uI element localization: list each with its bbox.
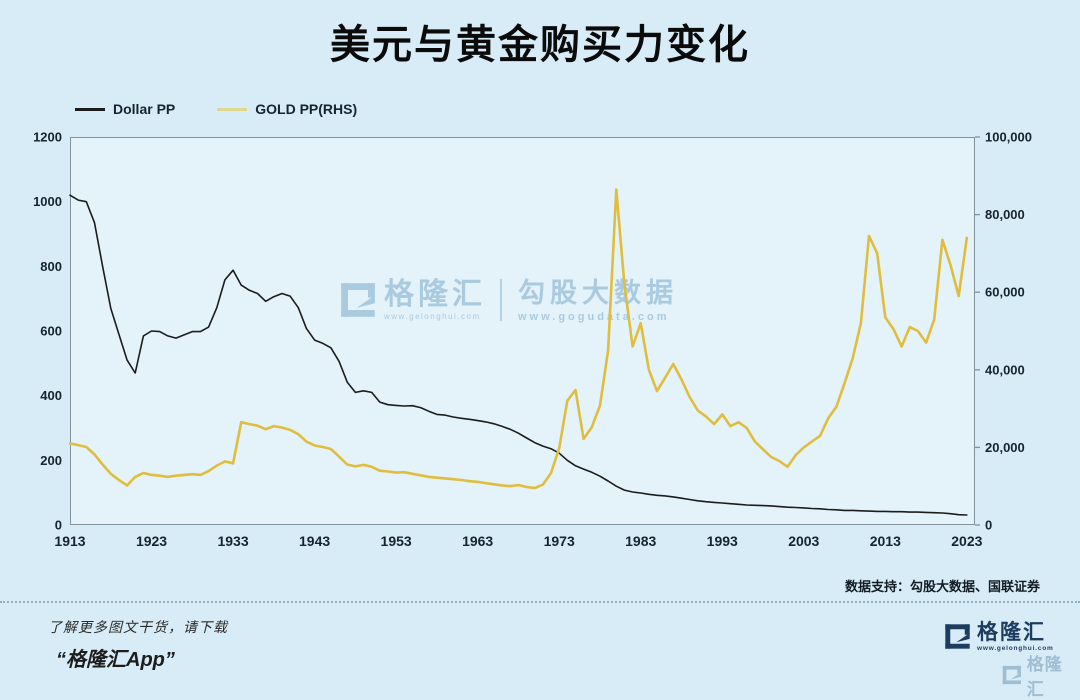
x-axis-tick-label: 1963 <box>462 533 493 549</box>
x-axis-tick-label: 2013 <box>870 533 901 549</box>
x-axis-tick-label: 1923 <box>136 533 167 549</box>
footer-divider <box>0 601 1080 603</box>
plot-area <box>70 137 975 525</box>
x-axis-tick-label: 1973 <box>544 533 575 549</box>
watermark-partner-url: www.gogudata.com <box>518 310 670 323</box>
right-axis-tick-label: 20,000 <box>985 440 1025 455</box>
footer-promo: 了解更多图文干货，请下载 “格隆汇App” <box>48 617 228 672</box>
x-axis-tick-label: 1953 <box>381 533 412 549</box>
gold-line-swatch-icon <box>217 107 248 111</box>
left-axis-tick-label: 0 <box>55 518 62 533</box>
logo-url-text: www.gelonghui.com <box>977 645 1054 652</box>
logo-ghost-text: 格隆汇 <box>1026 655 1063 699</box>
watermark-divider <box>500 279 502 321</box>
watermark-partner: 勾股大数据 <box>518 277 678 308</box>
watermark-brand-url: www.gelonghui.com <box>384 311 481 321</box>
promo-line-2: “格隆汇App” <box>56 649 175 671</box>
data-source-note: 数据支持：勾股大数据、国联证券 <box>844 579 1040 594</box>
chart-title: 美元与黄金购买力变化 <box>330 23 750 67</box>
x-axis-tick-label: 1933 <box>217 533 248 549</box>
x-axis-tick-label: 1913 <box>54 533 85 549</box>
x-axis-tick-label: 1993 <box>707 533 738 549</box>
left-axis-tick-label: 800 <box>40 259 62 274</box>
legend-item-gold-pp: GOLD PP(RHS) <box>217 101 357 117</box>
legend-item-dollar-pp: Dollar PP <box>75 101 175 117</box>
left-axis-tick-label: 200 <box>40 453 62 468</box>
x-axis-tick-label: 2003 <box>788 533 819 549</box>
x-axis-tick-label: 1943 <box>299 533 330 549</box>
right-axis-tick-label: 40,000 <box>985 362 1025 377</box>
legend-label-dollar: Dollar PP <box>113 101 176 117</box>
left-axis-tick-label: 600 <box>40 324 62 339</box>
watermark: 格隆汇 www.gelonghui.com 勾股大数据 www.gogudata… <box>338 272 678 328</box>
gelonghui-logo: 格隆汇 www.gelonghui.com <box>943 622 1054 652</box>
page: 美元与黄金购买力变化 格隆汇 www.gelonghui.com 勾股大数据 w… <box>0 23 1080 699</box>
right-axis-tick-label: 0 <box>985 518 992 533</box>
watermark-brand: 格隆汇 <box>384 277 486 311</box>
left-axis-tick-label: 1000 <box>33 194 62 209</box>
promo-line-1: 了解更多图文干货，请下载 <box>48 619 228 635</box>
gelonghui-logo-icon <box>341 283 375 317</box>
dollar-line-swatch-icon <box>75 107 105 111</box>
left-axis-tick-label: 1200 <box>33 130 62 145</box>
x-axis-tick-label: 1983 <box>625 533 656 549</box>
right-axis-tick-label: 80,000 <box>985 207 1025 222</box>
right-axis-tick-label: 60,000 <box>985 285 1025 300</box>
logo-brand-text: 格隆汇 <box>977 621 1046 644</box>
legend-label-gold: GOLD PP(RHS) <box>255 101 358 117</box>
left-axis-tick-label: 400 <box>40 388 62 403</box>
chart-legend: Dollar PP GOLD PP(RHS) <box>75 101 399 117</box>
gelonghui-logo-ghost: 格隆汇 <box>1001 650 1080 700</box>
x-axis-tick-label: 2023 <box>951 533 982 549</box>
footer-logo: 格隆汇 www.gelonghui.com 格隆汇 <box>943 622 1080 699</box>
right-axis-tick-label: 100,000 <box>985 130 1032 145</box>
gelonghui-logo-icon <box>945 624 970 649</box>
gelonghui-logo-icon <box>1002 665 1021 685</box>
